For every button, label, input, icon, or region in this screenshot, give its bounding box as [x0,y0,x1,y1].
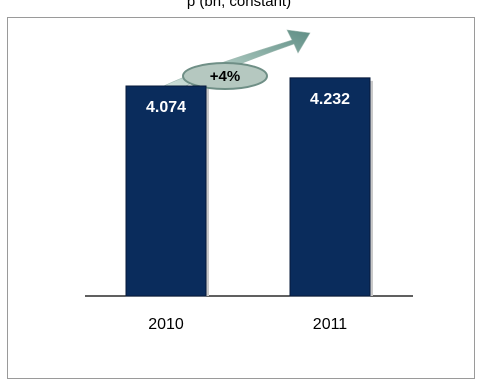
growth-label: +4% [210,68,240,85]
bars-group: 4.074 2010 4.232 2011 [125,77,373,333]
data-label-2011: 4.232 [310,91,350,108]
bar-2010 [125,85,207,297]
growth-ellipse [182,62,268,90]
data-label-2010: 4.074 [146,99,186,116]
bar-2011 [289,77,371,297]
x-tick-label-2011: 2011 [313,316,348,333]
x-tick-label-2010: 2010 [148,316,184,333]
chart-title: p (bn, constant) [186,0,292,10]
